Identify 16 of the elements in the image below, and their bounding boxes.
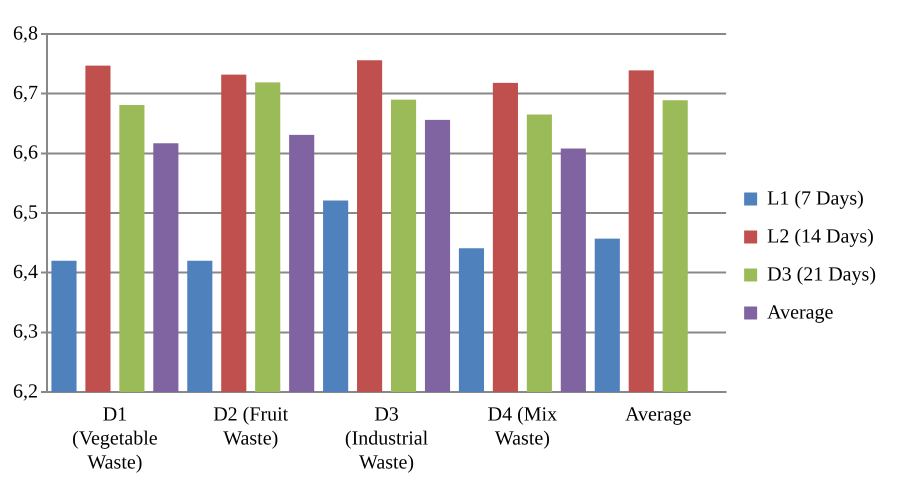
y-tick-label: 6,3 [13, 320, 38, 343]
legend-label: Average [767, 301, 834, 324]
x-tick-label: D4 (Mix Waste) [488, 403, 558, 450]
y-tick-label: 6,5 [13, 201, 38, 224]
x-tick-label: Average [625, 403, 692, 426]
y-tick-label: 6,6 [13, 142, 38, 164]
legend-label: L1 (7 Days) [767, 187, 864, 210]
y-tick-label: 6,4 [13, 260, 38, 283]
legend-label: D3 (21 Days) [767, 263, 876, 286]
y-tick-label: 6,7 [13, 82, 38, 104]
x-tick-label: D2 (Fruit Waste) [213, 403, 289, 450]
y-tick-label: 6,8 [13, 22, 38, 44]
x-tick-label: D1 (Vegetable Waste) [72, 403, 158, 474]
legend-label: L2 (14 Days) [767, 225, 874, 248]
y-tick-label: 6,2 [13, 380, 38, 402]
x-tick-label: D3 (Industrial Waste) [344, 403, 429, 474]
